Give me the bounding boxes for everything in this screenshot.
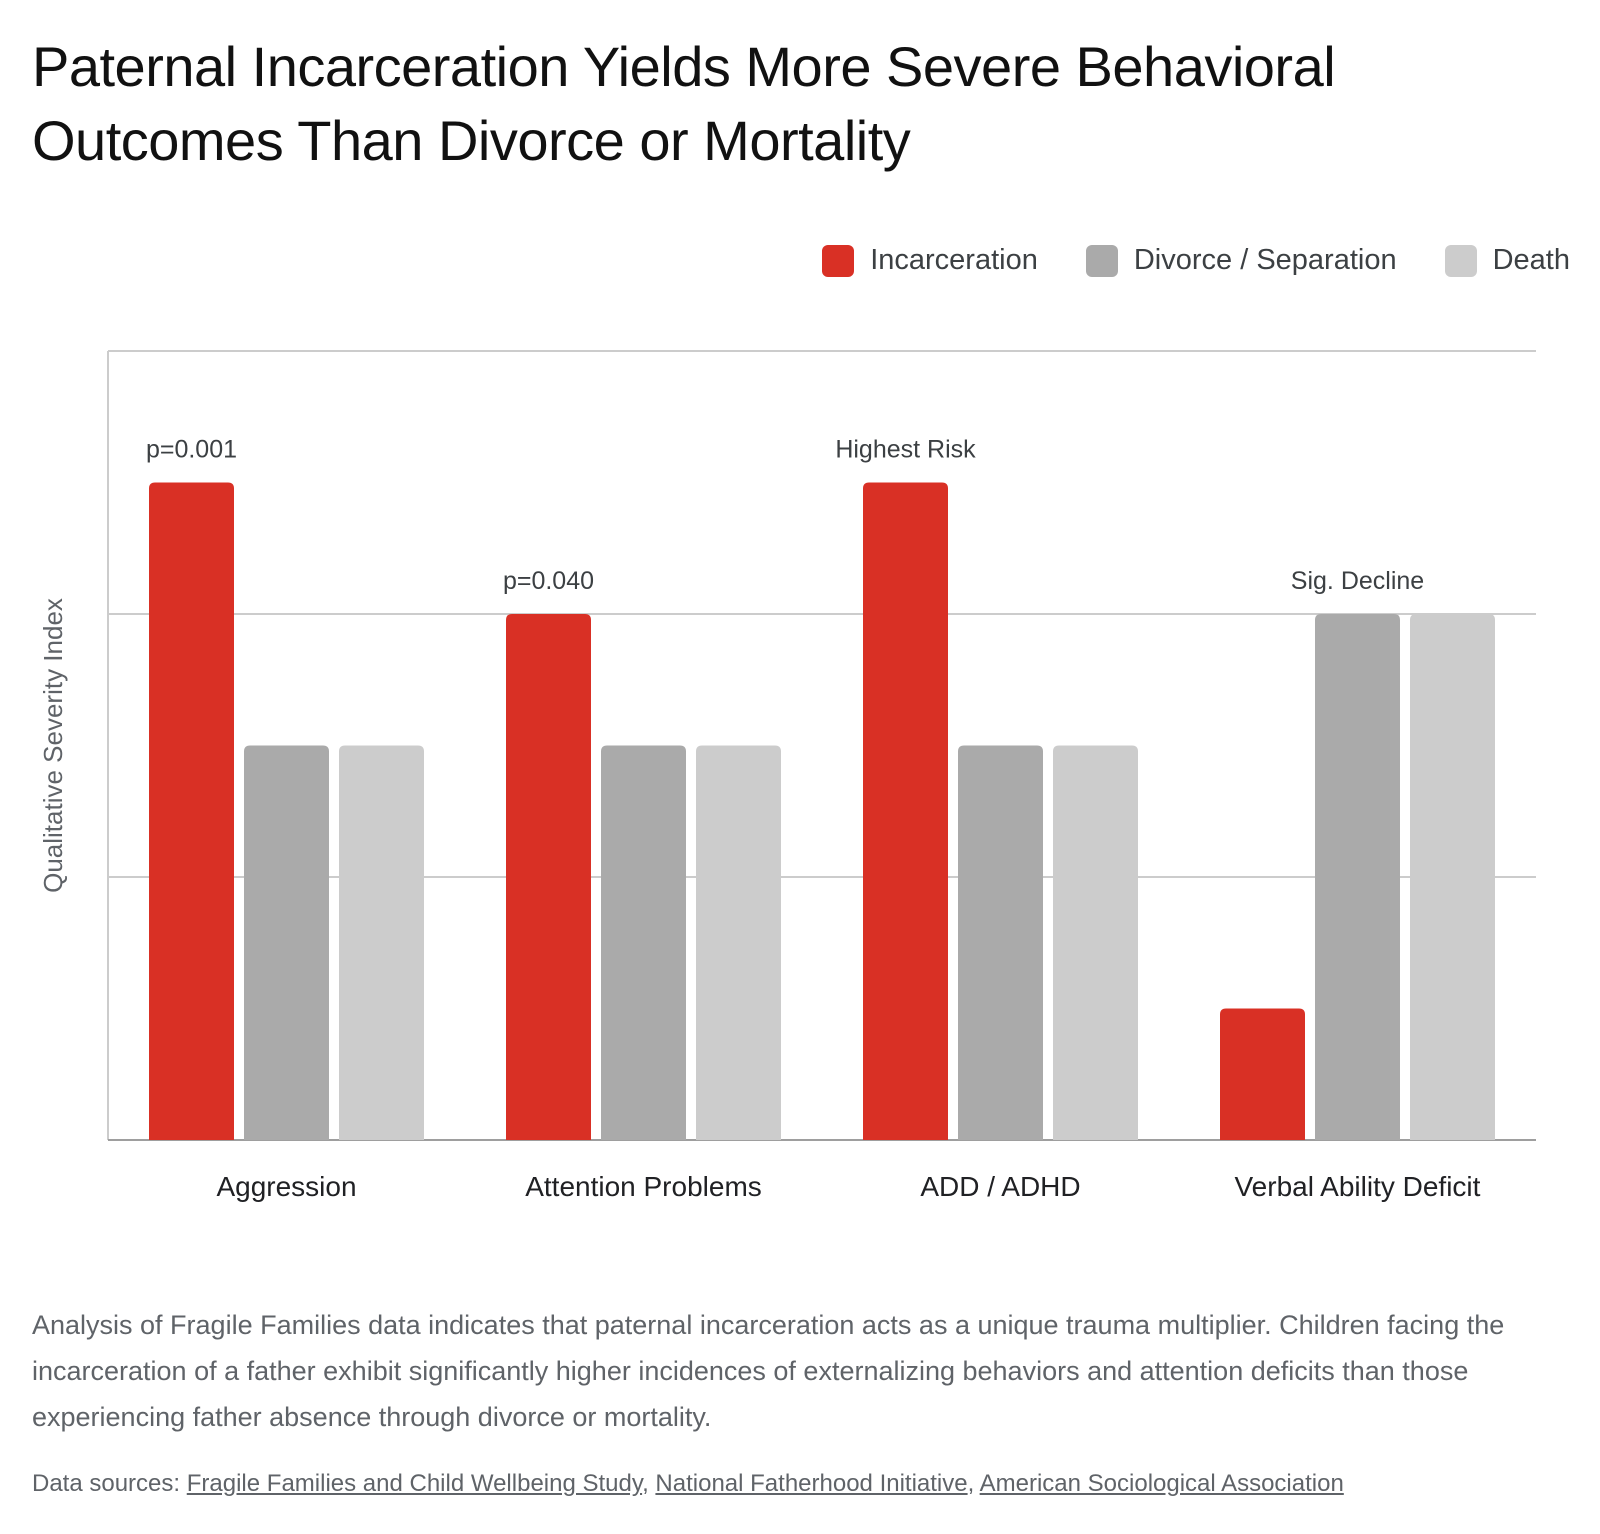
legend-label-incarceration: Incarceration [870, 244, 1038, 276]
legend-label-death: Death [1492, 244, 1570, 276]
bar [958, 745, 1043, 1140]
x-tick-label: Aggression [216, 1171, 356, 1202]
bar [149, 482, 234, 1140]
y-axis-label: Qualitative Severity Index [38, 598, 68, 893]
bar [1410, 614, 1495, 1140]
bar [506, 614, 591, 1140]
bar [1315, 614, 1400, 1140]
bar-annotation: p=0.040 [503, 567, 594, 595]
legend-swatch-death [1444, 244, 1477, 277]
source-link-national-fatherhood[interactable]: National Fatherhood Initiative [655, 1470, 968, 1497]
x-tick-label: ADD / ADHD [920, 1171, 1080, 1202]
source-link-fragile-families[interactable]: Fragile Families and Child Wellbeing Stu… [186, 1470, 643, 1497]
legend-item-death: Death [1444, 244, 1570, 277]
bar [601, 745, 686, 1140]
chart-legend: Incarceration Divorce / Separation Death [822, 244, 1570, 277]
source-link-american-sociological[interactable]: American Sociological Association [979, 1470, 1344, 1497]
sources-separator: , [967, 1470, 975, 1497]
chart-title: Paternal Incarceration Yields More Sever… [32, 35, 1336, 172]
bar [339, 745, 424, 1140]
bar [863, 482, 948, 1140]
bar-annotation: Highest Risk [835, 436, 976, 464]
bar [1220, 1008, 1305, 1140]
chart-description: Analysis of Fragile Families data indica… [32, 1310, 1505, 1432]
legend-item-divorce: Divorce / Separation [1085, 244, 1397, 277]
sources-separator: , [642, 1470, 649, 1497]
sources-prefix: Data sources: [32, 1470, 181, 1497]
legend-swatch-incarceration [822, 244, 855, 277]
x-tick-label: Attention Problems [525, 1171, 762, 1202]
data-sources: Data sources: Fragile Families and Child… [32, 1470, 1572, 1498]
x-tick-label: Verbal Ability Deficit [1235, 1171, 1481, 1202]
bar [244, 745, 329, 1140]
bar-annotation: Sig. Decline [1291, 567, 1424, 595]
legend-swatch-divorce [1085, 244, 1118, 277]
legend-label-divorce: Divorce / Separation [1133, 244, 1397, 276]
bar [696, 745, 781, 1140]
bar-annotation: p=0.001 [146, 436, 237, 464]
bar [1053, 745, 1138, 1140]
bar-chart: Qualitative Severity Index Aggression Atte… [38, 350, 1536, 1202]
legend-item-incarceration: Incarceration [822, 244, 1038, 277]
